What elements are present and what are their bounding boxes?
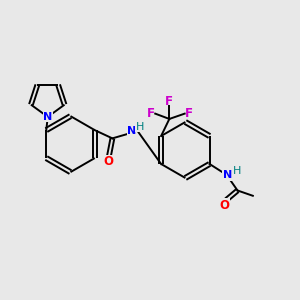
Text: H: H bbox=[233, 166, 241, 176]
Text: O: O bbox=[220, 199, 230, 212]
Text: H: H bbox=[136, 122, 144, 132]
Text: O: O bbox=[104, 155, 114, 168]
Text: F: F bbox=[165, 95, 173, 108]
Text: F: F bbox=[147, 107, 155, 120]
Text: N: N bbox=[128, 126, 137, 136]
Text: N: N bbox=[223, 170, 232, 181]
Text: F: F bbox=[185, 107, 193, 120]
Text: N: N bbox=[43, 112, 52, 122]
